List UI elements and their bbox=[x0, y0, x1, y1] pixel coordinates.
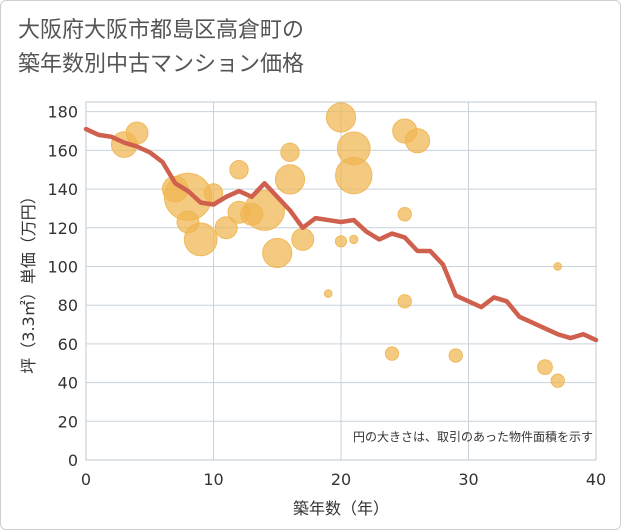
x-tick-label: 10 bbox=[203, 470, 223, 489]
bubble-point bbox=[335, 156, 373, 195]
y-tick-label: 120 bbox=[47, 219, 78, 238]
bubble-point bbox=[537, 359, 553, 376]
bubble-point bbox=[183, 222, 218, 257]
bubble-point bbox=[214, 216, 238, 240]
bubble-point bbox=[244, 189, 285, 231]
bubble-point bbox=[448, 348, 463, 363]
bubble-point bbox=[262, 237, 293, 269]
bubble-point bbox=[553, 262, 563, 271]
bubble-point bbox=[550, 373, 565, 388]
bubble-layer bbox=[110, 102, 565, 388]
bubble-point bbox=[125, 121, 149, 145]
y-axis-label: 坪（3.3㎡）単価（万円） bbox=[19, 188, 38, 373]
y-tick-label: 160 bbox=[47, 141, 78, 160]
y-tick-label: 40 bbox=[58, 374, 78, 393]
y-tick-label: 140 bbox=[47, 180, 78, 199]
bubble-point bbox=[325, 102, 357, 133]
line-layer bbox=[83, 126, 599, 343]
bubble-point bbox=[397, 207, 412, 222]
bubble-point bbox=[323, 289, 333, 298]
trend-line bbox=[83, 126, 599, 343]
x-axis-label: 築年数（年） bbox=[293, 499, 389, 518]
size-note: 円の大きさは、取引のあった物件面積を示す bbox=[353, 429, 593, 444]
bubble-point bbox=[334, 235, 348, 248]
y-tick-label: 180 bbox=[47, 103, 78, 122]
bubble-point bbox=[280, 142, 300, 163]
x-tick-label: 0 bbox=[81, 470, 91, 489]
y-tick-label: 60 bbox=[58, 335, 78, 354]
y-tick-label: 100 bbox=[47, 257, 78, 276]
x-tick-label: 20 bbox=[331, 470, 351, 489]
bubble-point bbox=[349, 234, 359, 245]
y-tick-label: 20 bbox=[58, 412, 78, 431]
bubble-point bbox=[229, 160, 249, 180]
tick-labels: 0 20 40 60 80 100 120 140 160 180 0 10 20 30 40 bbox=[47, 103, 606, 489]
x-tick-label: 40 bbox=[586, 470, 606, 489]
y-tick-label: 0 bbox=[68, 451, 78, 470]
bubble-point bbox=[291, 227, 315, 251]
bubble-point bbox=[397, 294, 412, 309]
bubble-point bbox=[274, 164, 306, 195]
x-tick-label: 30 bbox=[458, 470, 478, 489]
bubble-point bbox=[384, 346, 400, 361]
bubble-point bbox=[404, 128, 431, 154]
y-tick-label: 80 bbox=[58, 296, 78, 315]
chart-title: 大阪府大阪市都島区高倉町の 築年数別中古マンション価格 bbox=[18, 18, 305, 77]
